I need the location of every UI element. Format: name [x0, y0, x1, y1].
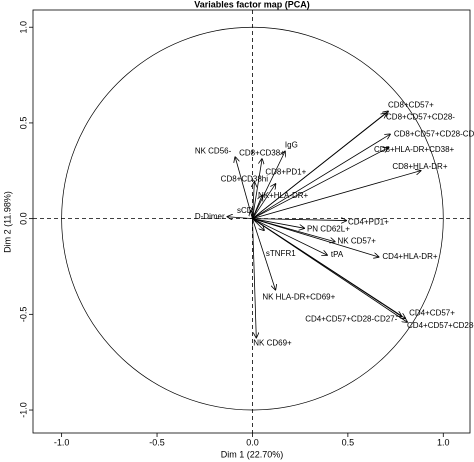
variable-arrow — [252, 184, 275, 219]
y-tick-label: 0.5 — [18, 117, 28, 130]
variable-arrow — [235, 157, 253, 219]
variable-arrow — [251, 211, 253, 219]
plot-frame — [32, 9, 471, 434]
variable-label: CD8+HLA-DR+CD38+ — [374, 145, 455, 154]
variable-label: CD8+CD38hi — [221, 174, 269, 183]
x-tick-label: -0.5 — [149, 437, 165, 447]
x-tick-label: -1.0 — [54, 437, 70, 447]
variable-label: tPA — [331, 250, 344, 259]
variable-label: CD8+PD1+ — [265, 167, 306, 176]
variable-arrow — [252, 218, 275, 290]
variable-arrow — [252, 218, 304, 229]
y-tick-label: 0.0 — [18, 212, 28, 225]
variable-arrow — [228, 217, 253, 219]
x-tick-label: 0.5 — [342, 437, 355, 447]
variable-label: NK HLA-DR+CD69+ — [262, 293, 335, 302]
variable-arrow — [252, 218, 256, 338]
x-tick-label: 0.0 — [246, 437, 259, 447]
variable-arrow — [252, 218, 378, 257]
x-axis-label: Dim 1 (22.70%) — [221, 449, 284, 459]
x-tick-label: 1.0 — [437, 437, 450, 447]
variable-label: CD8+CD57+ — [388, 101, 434, 110]
variable-label: NK+HLA-DR+ — [258, 191, 309, 200]
variable-label: CD8+CD57+CD28- — [386, 112, 455, 121]
variable-label: CD8+CD57+CD28-CD27- — [394, 130, 474, 139]
variable-label: PN CD62L+ — [307, 224, 350, 233]
chart-title: Variables factor map (PCA) — [194, 0, 310, 9]
y-tick-label: -0.5 — [18, 307, 28, 323]
variable-label: CD4+CD57+ — [409, 308, 455, 317]
variable-arrow — [252, 218, 401, 317]
variable-label: CD8+HLA-DR+ — [392, 162, 447, 171]
variable-arrow — [252, 159, 262, 219]
variable-label: NK CD57+ — [338, 237, 377, 246]
variable-arrow — [252, 171, 420, 220]
variable-arrow — [252, 148, 387, 219]
variable-label: D-Dimer — [195, 212, 225, 221]
variable-arrow — [252, 134, 389, 219]
y-tick-label: 1.0 — [18, 21, 28, 34]
y-tick-label: -1.0 — [18, 402, 28, 418]
variable-arrow — [252, 218, 263, 230]
variable-arrow — [252, 219, 346, 221]
variable-label: IgG — [285, 141, 298, 150]
variable-label: CD4+HLA-DR+ — [382, 252, 437, 261]
variable-label: CD8+CD38+ — [239, 148, 285, 157]
variable-arrow — [252, 152, 284, 219]
variable-label: CD4+CD57+CD28-CD27- — [305, 314, 397, 323]
variable-label: sTNFR1 — [266, 249, 296, 258]
variable-label: CD4+PD1+ — [348, 218, 389, 227]
variable-label: NK CD69+ — [253, 338, 292, 347]
variable-label: NK CD56- — [195, 146, 232, 155]
variable-label: sCD — [237, 206, 253, 215]
variable-arrow — [252, 113, 386, 219]
variable-label: CD4+CD57+CD28- — [407, 321, 474, 330]
y-axis-label: Dim 2 (11.98%) — [2, 191, 12, 253]
